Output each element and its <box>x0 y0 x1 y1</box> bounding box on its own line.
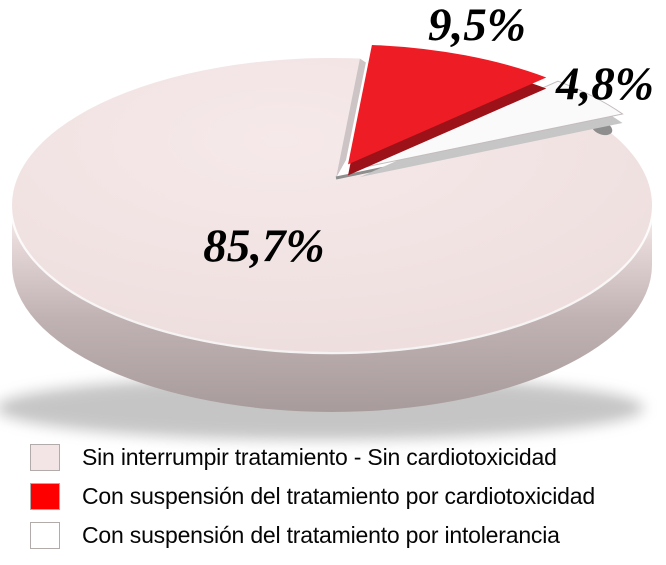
legend-swatch-cardiotoxicity <box>30 483 60 510</box>
pie-side-wall <box>12 205 652 412</box>
legend-item-cardiotoxicity: Con suspensión del tratamiento por cardi… <box>30 483 660 510</box>
percent-label-main-slice: 85,7% <box>203 220 324 272</box>
legend-item-intolerance: Con suspensión del tratamiento por intol… <box>30 522 660 549</box>
pie-slice-main <box>12 58 653 353</box>
main-slice-cut-sliver <box>336 58 366 178</box>
percent-label-cardiotoxicity-slice: 9,5% <box>428 0 526 51</box>
legend-swatch-intolerance <box>30 522 60 549</box>
pie-slices-group <box>0 44 655 440</box>
pie-slice-intolerance <box>359 80 624 169</box>
legend-swatch-main <box>30 444 60 471</box>
legend-label-intolerance: Con suspensión del tratamiento por intol… <box>82 522 560 548</box>
pie-slice-cardiotoxicity <box>348 44 547 165</box>
legend-item-main: Sin interrumpir tratamiento - Sin cardio… <box>30 444 660 471</box>
legend-label-main: Sin interrumpir tratamiento - Sin cardio… <box>82 444 557 470</box>
percent-label-intolerance-slice: 4,8% <box>555 58 654 110</box>
legend: Sin interrumpir tratamiento - Sin cardio… <box>30 444 660 561</box>
legend-label-cardiotoxicity: Con suspensión del tratamiento por cardi… <box>82 483 595 509</box>
